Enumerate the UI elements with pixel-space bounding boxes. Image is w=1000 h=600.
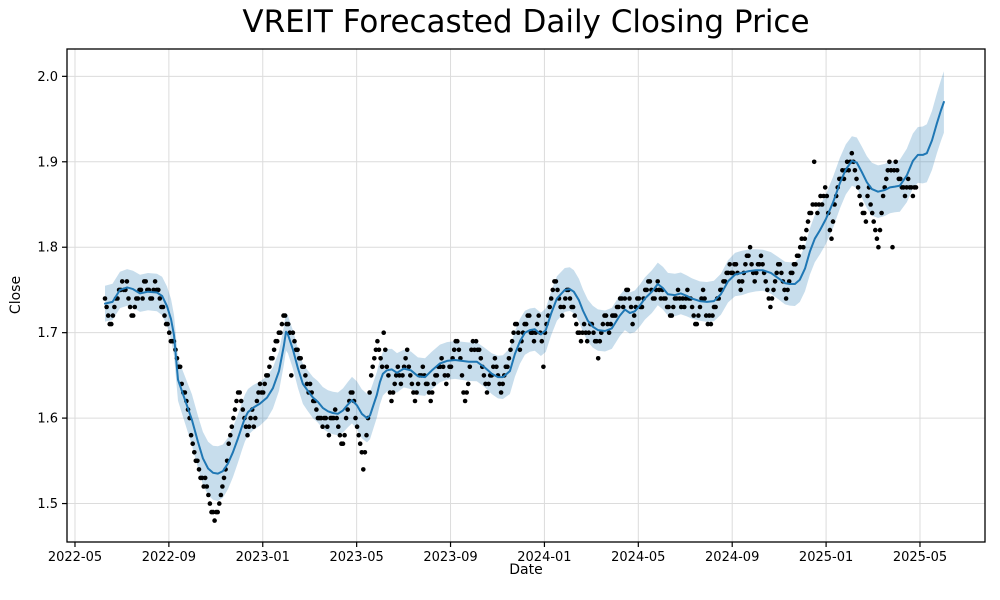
x-tick-label: 2023-05: [329, 550, 383, 565]
x-tick-label: 2025-05: [893, 550, 947, 565]
axis-tick-labels: 2022-05 2022-09 2023-01 2023-05 2023-09 2024-…: [37, 70, 947, 565]
x-tick-label: 2024-05: [611, 550, 665, 565]
y-tick-label: 1.6: [37, 412, 58, 427]
axis-ticks: [62, 75, 921, 547]
plot-border: [66, 48, 986, 543]
scatter-points: [102, 150, 919, 523]
x-tick-label: 2024-09: [705, 550, 759, 565]
x-tick-label: 2023-09: [423, 550, 477, 565]
y-tick-label: 1.8: [37, 241, 58, 256]
y-tick-label: 1.7: [37, 326, 58, 341]
x-axis-label: Date: [509, 562, 543, 578]
x-tick-label: 2022-09: [142, 550, 196, 565]
x-tick-label: 2022-05: [48, 550, 102, 565]
y-tick-label: 1.9: [37, 155, 58, 170]
x-tick-label: 2023-01: [236, 550, 290, 565]
forecast-line: [104, 101, 945, 475]
x-tick-label: 2024-01: [517, 550, 571, 565]
y-axis-label: Close: [8, 275, 24, 315]
x-tick-label: 2025-01: [799, 550, 853, 565]
grid-layer: [67, 49, 985, 542]
y-tick-label: 2.0: [37, 70, 58, 85]
confidence-band: [105, 71, 944, 501]
chart-title: VREIT Forecasted Daily Closing Price: [242, 4, 810, 40]
y-tick-label: 1.5: [37, 497, 58, 512]
